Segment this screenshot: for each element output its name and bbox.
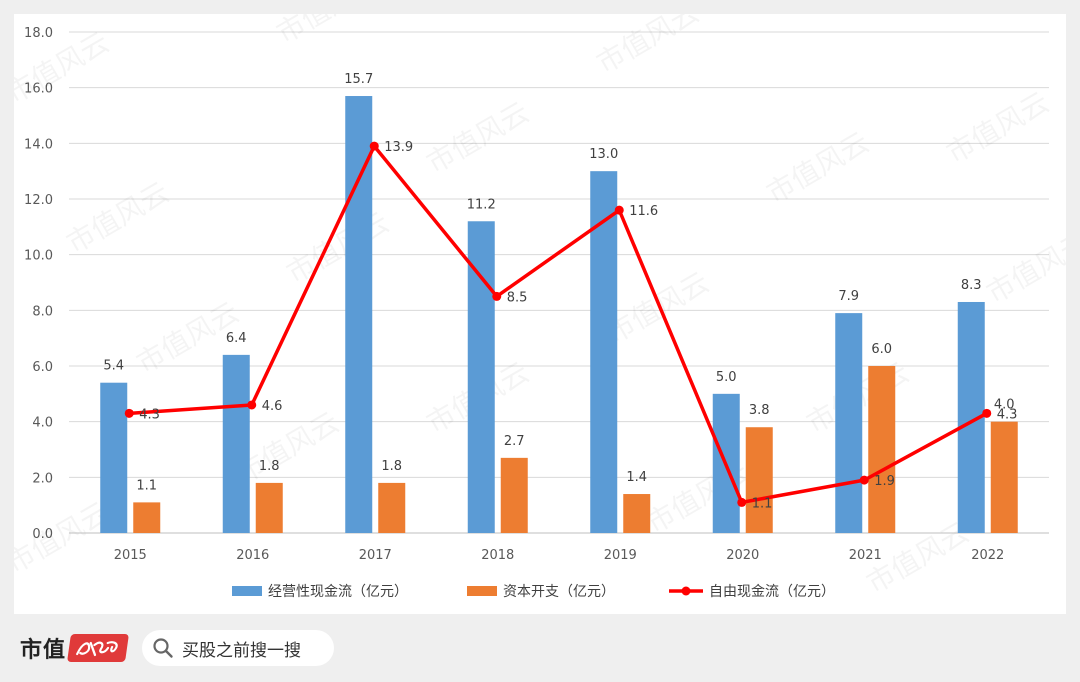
search-icon	[153, 638, 173, 658]
watermark-text: 市值风云	[281, 205, 395, 290]
brand-name: 市值	[20, 637, 67, 663]
x-tick-label: 2017	[359, 548, 392, 563]
bar-label-operating-cash-flow: 7.9	[838, 289, 859, 304]
chart: 0.02.04.06.08.010.012.014.016.018.0 市值风云市…	[14, 14, 1066, 600]
bar-label-capex: 1.8	[381, 459, 402, 474]
legend-free-cash-flow-marker	[681, 586, 691, 596]
y-tick-label: 10.0	[24, 249, 53, 264]
bar-capex	[990, 421, 1018, 533]
x-tick-label: 2021	[849, 548, 882, 563]
bar-label-operating-cash-flow: 11.2	[467, 197, 496, 212]
x-tick-label: 2019	[604, 548, 637, 563]
bar-capex	[255, 482, 283, 533]
watermark-text: 市值风云	[941, 85, 1055, 170]
watermark-text: 市值风云	[981, 225, 1066, 310]
point-free-cash-flow	[859, 475, 869, 485]
y-tick-label: 6.0	[32, 360, 53, 375]
bar-capex	[868, 366, 896, 533]
watermark-text: 市值风云	[601, 265, 715, 350]
y-tick-label: 16.0	[24, 82, 53, 97]
brand-seal-icon	[67, 634, 129, 662]
y-tick-label: 4.0	[32, 416, 53, 431]
point-free-cash-flow	[247, 400, 257, 410]
y-tick-label: 8.0	[32, 304, 53, 319]
y-tick-label: 14.0	[24, 137, 53, 152]
x-tick-label: 2022	[971, 548, 1004, 563]
search-prompt: 买股之前搜一搜	[182, 640, 301, 661]
point-free-cash-flow	[492, 291, 502, 301]
point-label-free-cash-flow: 11.6	[629, 204, 658, 219]
bar-label-capex: 1.1	[136, 478, 157, 493]
watermark-text: 市值风云	[421, 95, 535, 180]
bar-label-capex: 1.4	[626, 470, 647, 485]
y-tick-label: 12.0	[24, 193, 53, 208]
bar-label-operating-cash-flow: 15.7	[344, 72, 373, 87]
point-label-free-cash-flow: 4.3	[139, 407, 160, 422]
y-tick-label: 0.0	[32, 527, 53, 542]
point-free-cash-flow	[369, 141, 379, 151]
bar-operating-cash-flow	[100, 382, 128, 533]
search-box[interactable]: 买股之前搜一搜	[142, 630, 334, 666]
footer-bar: 市值 买股之前搜一搜	[0, 614, 1080, 682]
watermark-text: 市值风云	[591, 14, 705, 80]
bar-operating-cash-flow	[590, 171, 618, 533]
y-tick-label: 2.0	[32, 471, 53, 486]
bar-label-capex: 2.7	[504, 434, 525, 449]
bar-operating-cash-flow	[345, 96, 373, 534]
legend-operating-cash-flow-label: 经营性现金流（亿元）	[268, 584, 408, 600]
bar-capex	[623, 494, 651, 533]
legend-free-cash-flow-label: 自由现金流（亿元）	[709, 584, 835, 600]
point-free-cash-flow	[124, 408, 134, 418]
point-free-cash-flow	[614, 205, 624, 215]
bar-capex	[500, 457, 528, 533]
bar-operating-cash-flow	[222, 354, 250, 533]
point-free-cash-flow	[982, 408, 992, 418]
point-label-free-cash-flow: 4.3	[997, 407, 1018, 422]
x-tick-label: 2015	[114, 548, 147, 563]
line-free-cash-flow	[129, 144, 988, 505]
bar-label-operating-cash-flow: 6.4	[226, 331, 247, 346]
point-label-free-cash-flow: 4.6	[262, 399, 283, 414]
bar-operating-cash-flow	[467, 221, 495, 533]
legend-capex-label: 资本开支（亿元）	[503, 584, 615, 600]
bar-label-operating-cash-flow: 13.0	[589, 147, 618, 162]
brand-logo[interactable]: 市值	[20, 632, 129, 664]
bar-label-capex: 4.0	[994, 398, 1015, 413]
legend-operating-cash-flow-swatch	[232, 586, 262, 596]
point-free-cash-flow	[737, 497, 747, 507]
bar-label-capex: 1.8	[259, 459, 280, 474]
bar-label-capex: 6.0	[871, 342, 892, 357]
x-tick-label: 2016	[236, 548, 269, 563]
point-label-free-cash-flow: 1.9	[874, 474, 895, 489]
bar-label-operating-cash-flow: 5.4	[103, 359, 124, 374]
bar-operating-cash-flow	[835, 313, 863, 533]
chart-card: 0.0 2.0 4.0 6.0 8.0 10.0 12.0 14.0 16.0 18.0 市值风云市…	[14, 14, 1066, 614]
point-label-free-cash-flow: 13.9	[384, 140, 413, 155]
point-label-free-cash-flow: 8.5	[507, 290, 528, 305]
watermark-text: 市值风云	[61, 175, 175, 260]
point-label-free-cash-flow: 1.1	[752, 496, 773, 511]
x-tick-label: 2020	[726, 548, 759, 563]
bar-label-operating-cash-flow: 5.0	[716, 370, 737, 385]
legend-capex-swatch	[467, 586, 497, 596]
bar-label-operating-cash-flow: 8.3	[961, 278, 982, 293]
y-tick-label: 18.0	[24, 26, 53, 41]
bar-capex	[133, 502, 161, 533]
bar-label-capex: 3.8	[749, 403, 770, 418]
bar-capex	[378, 482, 406, 533]
x-tick-label: 2018	[481, 548, 514, 563]
bar-capex	[745, 427, 773, 533]
watermark-text: 市值风云	[761, 125, 875, 210]
watermark-text: 市值风云	[14, 495, 115, 580]
